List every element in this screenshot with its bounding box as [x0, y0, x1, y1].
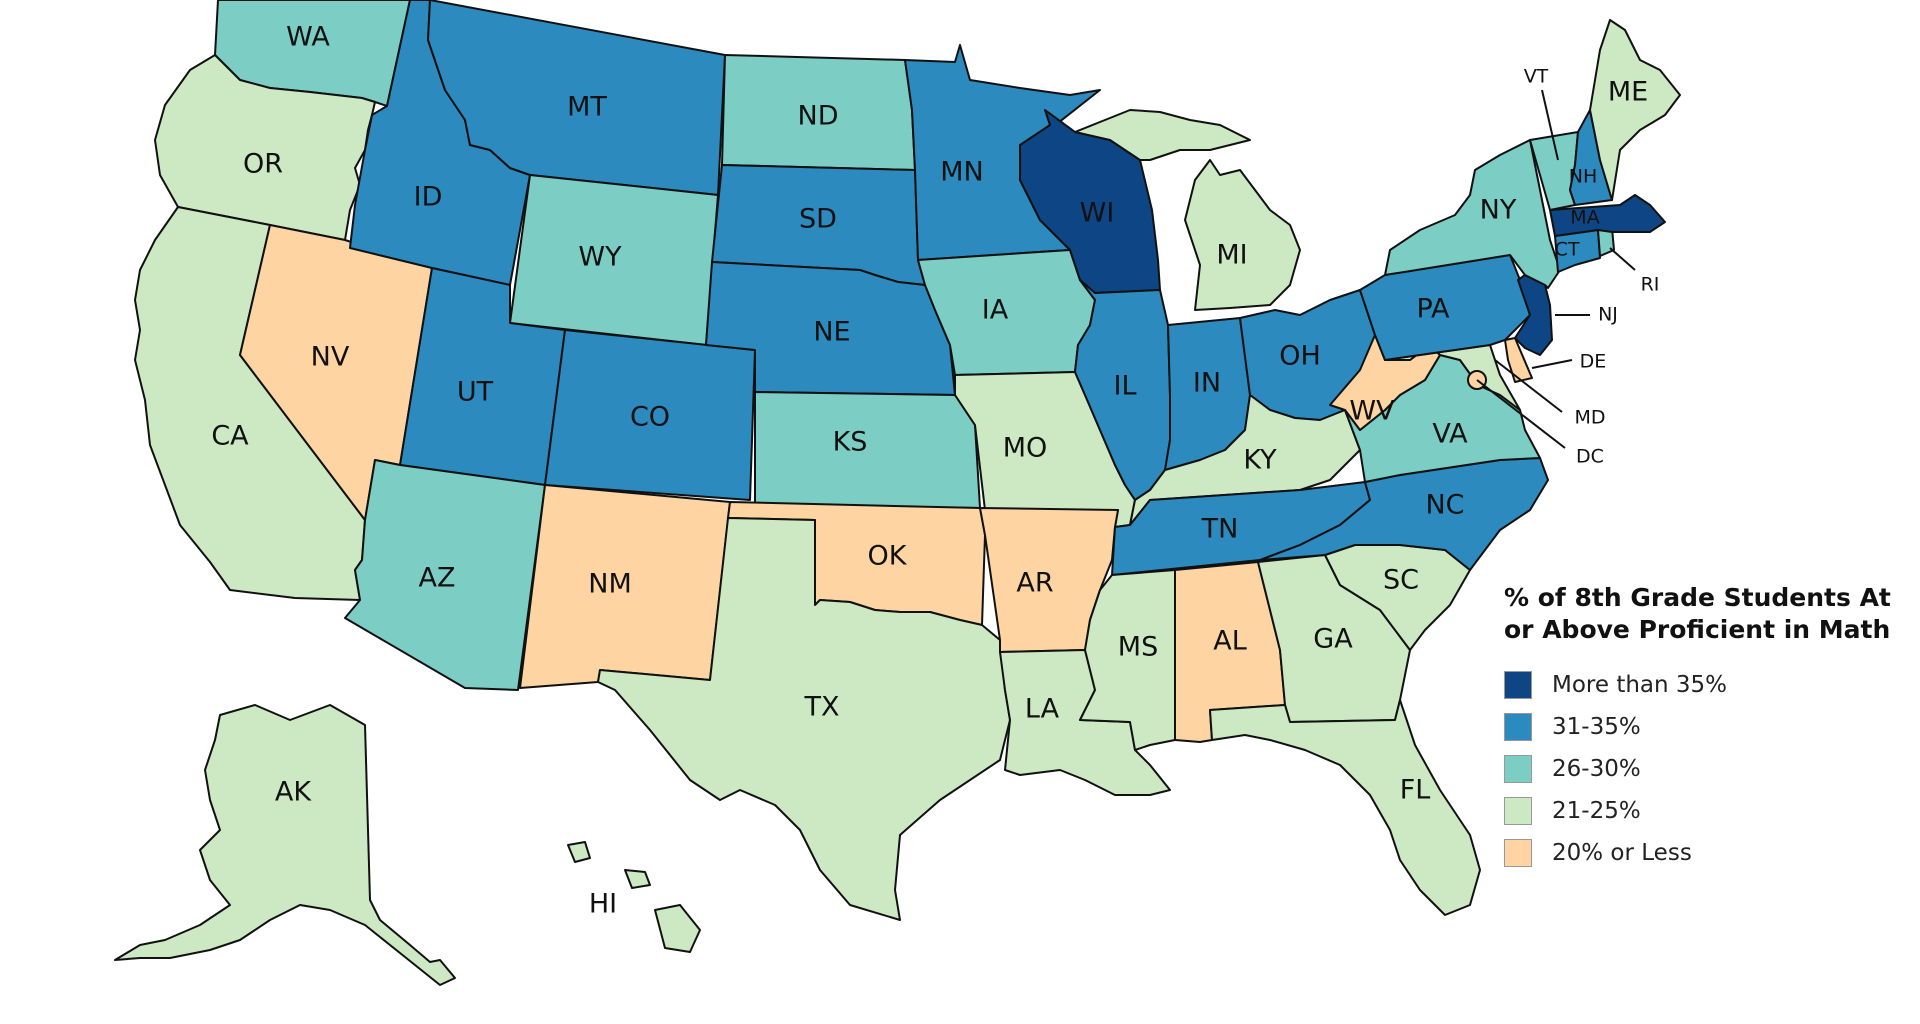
state-ak: [114, 704, 456, 986]
state-hi-3: [654, 904, 701, 953]
legend-item-21-25: 21-25%: [1504, 790, 1904, 832]
state-label-tx: TX: [804, 692, 840, 723]
state-il: [1074, 279, 1171, 501]
state-label-in: IN: [1193, 368, 1221, 399]
legend-title-line-2: or Above Proficient in Math: [1504, 615, 1891, 644]
state-label-md: MD: [1574, 407, 1605, 429]
state-label-va: VA: [1432, 419, 1468, 450]
state-fl: [1209, 699, 1481, 916]
state-label-ut: UT: [457, 377, 494, 408]
state-label-mi: MI: [1216, 240, 1247, 271]
state-mi: [1184, 159, 1301, 311]
callout-line-dc: [1476, 379, 1566, 449]
state-wi: [1019, 109, 1161, 294]
callout-line-ri: [1609, 247, 1636, 271]
state-label-sd: SD: [799, 204, 837, 235]
state-label-nm: NM: [588, 569, 632, 600]
state-label-wa: WA: [286, 22, 330, 53]
state-label-wy: WY: [578, 242, 622, 273]
state-label-nd: ND: [798, 101, 839, 132]
legend-item-more-than-35: More than 35%: [1504, 664, 1904, 706]
state-label-ga: GA: [1313, 624, 1353, 655]
state-label-ia: IA: [982, 295, 1009, 326]
legend-label: More than 35%: [1552, 672, 1728, 698]
state-label-ms: MS: [1118, 632, 1158, 663]
state-label-ma: MA: [1570, 207, 1599, 229]
state-nc: [1259, 457, 1549, 571]
state-label-de: DE: [1580, 351, 1607, 373]
state-label-mt: MT: [567, 92, 607, 123]
state-ma: [1549, 194, 1666, 237]
state-label-dc: DC: [1576, 446, 1604, 468]
state-or: [154, 54, 376, 241]
state-label-wv: WV: [1349, 396, 1395, 427]
state-label-mn: MN: [940, 157, 984, 188]
state-label-vt: VT: [1524, 66, 1549, 88]
state-label-az: AZ: [419, 563, 456, 594]
state-label-tn: TN: [1201, 514, 1239, 545]
legend-item-31-35: 31-35%: [1504, 706, 1904, 748]
legend-title: % of 8th Grade Students At or Above Prof…: [1504, 582, 1904, 646]
legend-item-26-30: 26-30%: [1504, 748, 1904, 790]
state-label-hi: HI: [589, 889, 617, 920]
state-label-ak: AK: [275, 777, 312, 808]
state-label-ar: AR: [1016, 568, 1053, 599]
state-label-nj: NJ: [1598, 304, 1618, 326]
state-tx: [597, 517, 1011, 921]
legend-label: 26-30%: [1552, 756, 1641, 782]
state-label-fl: FL: [1400, 775, 1431, 806]
legend-swatch: [1504, 797, 1532, 825]
state-hi-1: [567, 841, 591, 863]
state-label-ne: NE: [813, 317, 850, 348]
state-label-il: IL: [1113, 371, 1136, 402]
state-label-nc: NC: [1425, 490, 1464, 521]
state-label-ca: CA: [211, 421, 249, 452]
legend-title-line-1: % of 8th Grade Students At: [1504, 583, 1891, 612]
state-hi-2: [624, 869, 651, 889]
legend-label: 21-25%: [1552, 798, 1641, 824]
state-label-ny: NY: [1480, 195, 1517, 226]
legend-swatch: [1504, 713, 1532, 741]
state-label-pa: PA: [1416, 294, 1450, 325]
state-mt: [427, 0, 726, 196]
state-label-ri: RI: [1641, 274, 1660, 296]
state-label-ok: OK: [868, 541, 908, 572]
legend-swatch: [1504, 755, 1532, 783]
state-label-oh: OH: [1279, 341, 1321, 372]
state-label-me: ME: [1608, 77, 1648, 108]
callout-line-md: [1494, 359, 1563, 413]
state-ks: [754, 391, 981, 509]
callout-line-vt: [1541, 89, 1559, 161]
state-mi-upper: [1074, 109, 1251, 161]
state-label-nv: NV: [311, 342, 350, 373]
state-label-or: OR: [243, 149, 283, 180]
state-label-la: LA: [1025, 694, 1060, 725]
legend-item-20-or-less: 20% or Less: [1504, 832, 1904, 874]
state-label-mo: MO: [1003, 433, 1048, 464]
state-label-co: CO: [630, 402, 670, 433]
state-label-ky: KY: [1243, 445, 1277, 476]
state-label-nh: NH: [1569, 166, 1598, 188]
state-label-id: ID: [414, 182, 443, 213]
state-label-ks: KS: [833, 427, 868, 458]
state-az: [344, 459, 546, 691]
legend-label: 20% or Less: [1552, 840, 1692, 866]
legend-label: 31-35%: [1552, 714, 1641, 740]
state-label-wi: WI: [1080, 198, 1115, 229]
legend-swatch: [1504, 671, 1532, 699]
state-de: [1504, 337, 1533, 383]
state-co: [544, 329, 756, 501]
callout-line-de: [1531, 359, 1573, 369]
state-label-al: AL: [1213, 626, 1247, 657]
legend-swatch: [1504, 839, 1532, 867]
map-legend: % of 8th Grade Students At or Above Prof…: [1504, 582, 1904, 874]
state-label-sc: SC: [1383, 565, 1419, 596]
state-me: [1589, 19, 1681, 201]
state-label-ct: CT: [1555, 239, 1580, 261]
